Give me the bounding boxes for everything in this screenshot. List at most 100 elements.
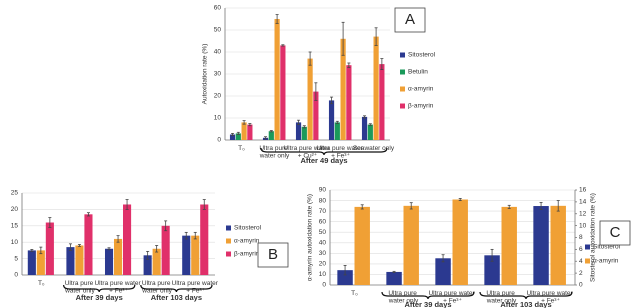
error-bar <box>146 250 150 260</box>
y2-tick-label: 14 <box>579 199 587 206</box>
bar <box>533 206 549 285</box>
bar <box>295 122 302 140</box>
bar <box>307 58 313 140</box>
y-tick-label: 20 <box>214 93 222 100</box>
x-tick-label: Ultra pure water only <box>259 145 290 160</box>
bar <box>373 36 379 140</box>
bar <box>328 100 335 140</box>
bar <box>104 248 114 275</box>
y-tick-label: 10 <box>319 271 327 278</box>
y-tick-label: 60 <box>214 5 222 12</box>
group-brace <box>479 291 573 300</box>
legend-swatch <box>400 52 405 58</box>
error-bar <box>264 136 268 140</box>
group-brace <box>381 291 475 300</box>
legend-swatch <box>226 251 231 257</box>
legend-label: Betulin <box>408 69 428 76</box>
error-bar <box>86 212 90 217</box>
bar <box>484 255 500 285</box>
bar <box>367 124 373 140</box>
x-tick-label: Seawater only <box>353 145 395 152</box>
bar <box>45 222 54 275</box>
bar <box>182 235 191 275</box>
x-tick-label: Ultra pure water + Cu²⁺ <box>283 145 331 160</box>
bar <box>334 122 340 140</box>
bar <box>337 270 353 285</box>
y2-tick-label: 12 <box>579 210 587 217</box>
error-bar <box>30 249 34 252</box>
legend-swatch <box>400 103 405 109</box>
y2-tick-label: 4 <box>579 258 583 265</box>
error-bar <box>341 21 345 56</box>
y-tick-label: 25 <box>11 190 19 197</box>
bar <box>161 225 170 275</box>
panel-label: C <box>610 224 621 241</box>
bar <box>354 206 370 285</box>
bar <box>241 122 247 140</box>
x-tick-label: T₀ <box>38 280 45 287</box>
bar <box>36 250 45 275</box>
bar <box>379 64 385 140</box>
bar <box>280 45 286 140</box>
x-tick-label: Ultra pure water + Fe³⁺ <box>428 290 476 305</box>
bar <box>84 214 93 275</box>
error-bar <box>409 202 413 210</box>
y-tick-label: 0 <box>217 137 221 144</box>
error-bar <box>380 58 384 70</box>
group-brace <box>260 147 388 156</box>
legend-swatch <box>226 238 231 244</box>
y-tick-label: 40 <box>319 239 327 246</box>
error-bar <box>374 27 378 46</box>
bar <box>386 271 402 285</box>
bar <box>435 258 451 285</box>
y2-tick-label: 0 <box>579 282 583 289</box>
error-bar <box>248 123 252 127</box>
error-bar <box>441 254 445 263</box>
bar <box>268 131 274 140</box>
error-bar <box>330 96 334 105</box>
error-bar <box>155 245 159 253</box>
group-brace <box>140 284 213 293</box>
y-tick-label: 30 <box>214 71 222 78</box>
y-tick-label: 15 <box>11 223 19 230</box>
bar <box>191 235 200 275</box>
legend-label: Sitosterol <box>234 225 262 232</box>
error-bar <box>164 220 168 232</box>
x-tick-label: Ultra pure water only <box>64 280 95 295</box>
bar <box>346 65 352 140</box>
bar <box>361 116 368 140</box>
error-bar <box>314 82 318 101</box>
group-brace <box>63 284 136 293</box>
y-tick-label: 20 <box>11 206 19 213</box>
bar <box>235 133 241 140</box>
y2-tick-label: 2 <box>579 270 583 277</box>
x-tick-label: Ultra pure water + Fe³⁺ <box>526 290 574 305</box>
bar <box>27 250 36 275</box>
bar <box>66 247 75 275</box>
error-bar <box>77 244 81 247</box>
error-bar <box>193 231 197 240</box>
y2-tick-label: 10 <box>579 222 587 229</box>
error-bar <box>302 125 306 129</box>
x-tick-label: Ultra pure water + Fe³⁺ <box>172 280 220 295</box>
y-tick-label: 80 <box>319 197 327 204</box>
panel-box <box>599 220 631 246</box>
y2-tick-label: 6 <box>579 246 583 253</box>
error-bar <box>507 204 511 209</box>
bar <box>152 248 161 275</box>
group-label: After 49 days <box>300 156 347 165</box>
legend-label: β-amyrin <box>408 103 434 110</box>
legend-swatch <box>400 69 405 75</box>
panel-label: A <box>405 11 415 28</box>
error-bar <box>125 199 129 210</box>
panel-label: B <box>268 246 278 263</box>
x-tick-label: Ultra pure water only <box>388 290 419 305</box>
error-bar <box>116 235 120 243</box>
error-bar <box>202 199 206 210</box>
error-bar <box>231 132 235 137</box>
bar <box>113 238 123 275</box>
y-axis-label: Autoxidation rate (%) <box>202 44 209 105</box>
y-tick-label: 10 <box>11 239 19 246</box>
bar <box>274 19 280 140</box>
error-bar <box>556 200 560 212</box>
